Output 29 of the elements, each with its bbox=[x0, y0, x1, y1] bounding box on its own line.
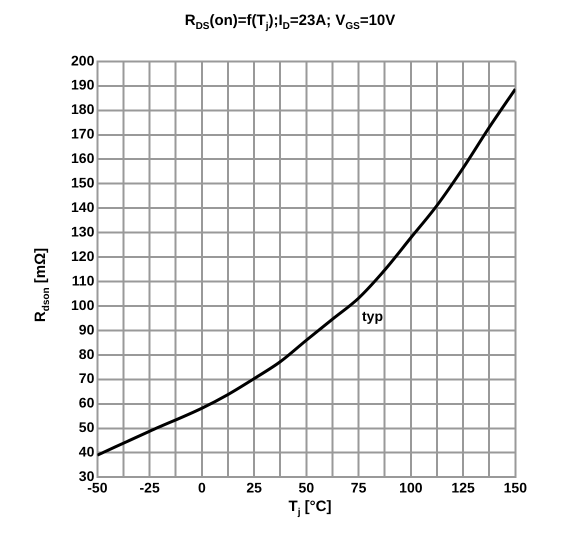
y-tick-label: 160 bbox=[71, 150, 95, 166]
y-tick-label: 120 bbox=[71, 248, 95, 264]
chart-title: R$_{DS}$(on)=f(T$_{j}$);I$_{D}$=23A; V$_{GS}$=10V bbox=[184, 12, 396, 32]
y-tick-label: 100 bbox=[71, 296, 95, 313]
x-tick-label: -25 bbox=[139, 479, 160, 496]
y-tick-label: 40 bbox=[78, 444, 95, 460]
y-tick-label: 130 bbox=[71, 223, 95, 240]
x-tick-label: 50 bbox=[298, 479, 314, 496]
x-tick-label: 75 bbox=[350, 479, 367, 496]
x-tick-label: 150 bbox=[504, 479, 528, 496]
line-series bbox=[97, 88, 516, 457]
y-tick-label: 200 bbox=[71, 52, 95, 68]
x-tick-label: 0 bbox=[198, 479, 206, 496]
y-tick-label: 110 bbox=[72, 272, 95, 288]
y-tick-label: 90 bbox=[78, 321, 95, 338]
y-tick-label: 190 bbox=[71, 76, 95, 93]
y-tick-label: 50 bbox=[78, 419, 95, 436]
y-tick-label: 150 bbox=[71, 174, 95, 191]
y-tick-label: 60 bbox=[78, 394, 95, 411]
y-tick-label: 70 bbox=[78, 370, 95, 386]
x-tick-label: 125 bbox=[451, 479, 475, 496]
y-tick-label: 170 bbox=[71, 126, 95, 142]
y-tick-label: 180 bbox=[71, 101, 95, 118]
y-tick-label: 80 bbox=[78, 346, 95, 362]
y-tick-label: 140 bbox=[71, 199, 95, 216]
x-tick-label: 25 bbox=[246, 479, 262, 496]
x-tick-label: 100 bbox=[399, 479, 423, 496]
annotation: typ bbox=[362, 308, 383, 324]
x-axis-title: T$_{j}$ [°C] bbox=[288, 498, 332, 518]
